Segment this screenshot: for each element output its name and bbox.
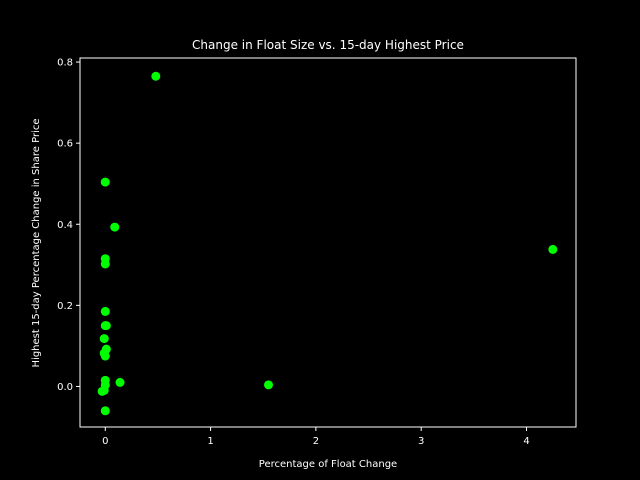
data-point	[110, 222, 120, 232]
data-point	[151, 71, 161, 81]
y-tick-label: 0.6	[57, 139, 73, 150]
y-tick-label: 0.2	[57, 301, 73, 312]
data-point	[100, 259, 110, 269]
data-point	[264, 380, 274, 390]
data-point	[100, 351, 110, 361]
y-tick-label: 0.8	[57, 58, 73, 69]
data-point	[99, 334, 109, 344]
x-tick-label: 4	[523, 436, 529, 447]
x-tick-label: 0	[102, 436, 108, 447]
plot-frame	[79, 57, 577, 428]
y-axis-ticks: 0.0 0.2 0.4 0.6 0.8	[57, 58, 80, 393]
y-axis-label: Highest 15-day Percentage Change in Shar…	[31, 119, 42, 368]
data-point	[100, 406, 110, 416]
data-point	[548, 244, 558, 254]
chart-title: Change in Float Size vs. 15-day Highest …	[192, 38, 464, 52]
data-point	[115, 377, 125, 387]
x-tick-label: 1	[207, 436, 213, 447]
data-point	[101, 321, 111, 331]
x-tick-label: 3	[418, 436, 424, 447]
data-point	[100, 306, 110, 316]
x-axis-label: Percentage of Float Change	[259, 459, 397, 470]
data-point	[97, 386, 107, 396]
x-tick-label: 2	[313, 436, 319, 447]
plot-area	[79, 57, 577, 428]
data-point	[100, 177, 110, 187]
y-tick-label: 0.4	[57, 220, 73, 231]
data-points	[97, 71, 558, 416]
y-tick-label: 0.0	[57, 382, 73, 393]
x-axis-ticks: 0 1 2 3 4	[102, 427, 530, 447]
